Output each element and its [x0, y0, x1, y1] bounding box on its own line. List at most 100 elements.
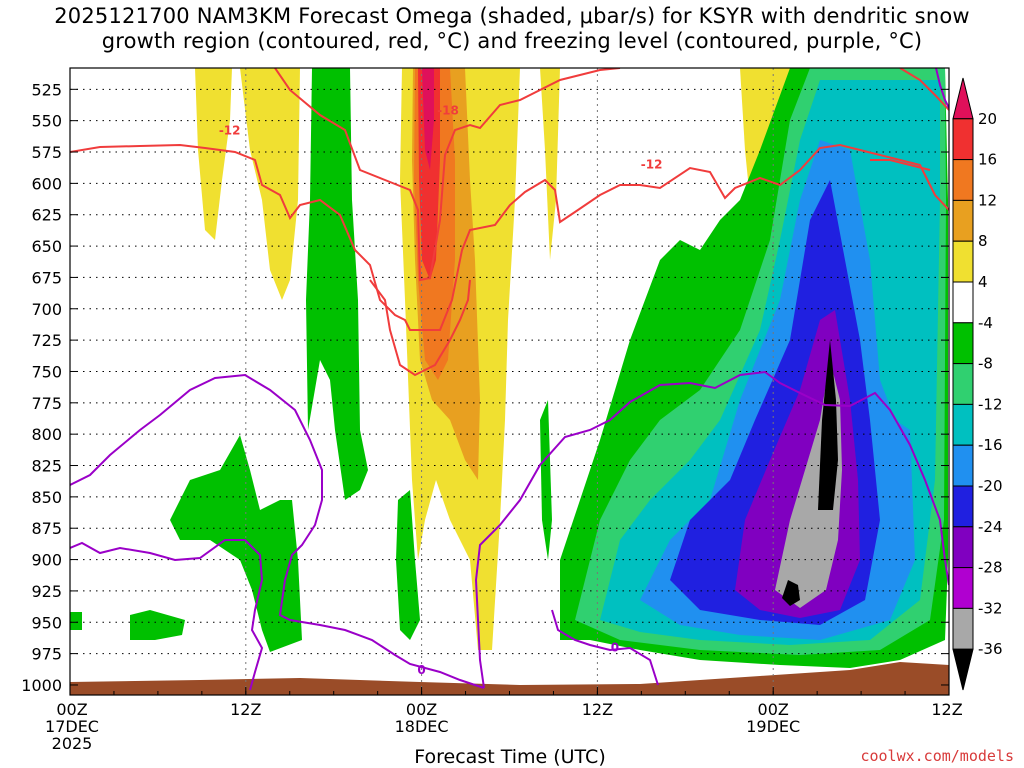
x-tick-label: 00Z	[406, 700, 437, 719]
colorbar-label: -12	[978, 395, 1003, 413]
colorbar-box	[952, 159, 974, 201]
y-tick-label: 650	[31, 237, 62, 256]
colorbar-bottom-triangle	[952, 648, 974, 691]
y-tick-label: 675	[31, 268, 62, 287]
x-tick-label: 12Z	[931, 700, 962, 719]
contour-label: 0	[611, 640, 619, 654]
title-line-1: 2025121700 NAM3KM Forecast Omega (shaded…	[54, 4, 970, 28]
colorbar-box	[952, 567, 974, 609]
plot-frame	[69, 67, 950, 696]
colorbar-label: -4	[978, 314, 993, 332]
colorbar-box	[952, 403, 974, 446]
y-tick-label: 875	[31, 519, 62, 538]
colorbar-label: -20	[978, 477, 1003, 495]
omega-positive-4	[195, 68, 232, 240]
omega-positive-20	[422, 68, 434, 170]
colorbar-label: 4	[978, 273, 988, 291]
terrain	[70, 662, 949, 695]
x-tick-label: 19DEC	[746, 717, 800, 736]
colorbar-box	[952, 607, 974, 650]
contour-labels: -18 -12 -12 0 0	[219, 104, 663, 677]
colorbar-box	[952, 526, 974, 569]
dgz-contour-minus18	[899, 68, 949, 111]
x-tick-label: 12Z	[582, 700, 613, 719]
y-tick-label: 725	[31, 331, 62, 350]
y-tick-label: 750	[31, 362, 62, 381]
y-tick-label: 950	[31, 613, 62, 632]
omega-positive-4	[540, 68, 560, 260]
y-tick-label: 825	[31, 457, 62, 476]
dgz-contour-inner	[870, 159, 931, 171]
omega-negative-36	[818, 340, 838, 510]
freezing-level-contour	[70, 539, 264, 691]
x-tick-label: 00Z	[56, 700, 87, 719]
colorbar-label: 8	[978, 232, 988, 250]
dgz-contour-lower	[369, 279, 471, 377]
title-line-2: growth region (contoured, red, °C) and f…	[101, 29, 923, 53]
dgz-contour-minus12	[70, 143, 949, 331]
y-tick-label: 1000	[21, 676, 62, 695]
omega-negative-36	[782, 580, 800, 606]
y-tick-label: 600	[31, 174, 62, 193]
colorbar-box	[952, 240, 974, 283]
colorbar-label: 12	[978, 191, 997, 209]
omega-negative-4	[130, 610, 185, 640]
omega-positive-4	[240, 68, 300, 300]
x-tick-label: 00Z	[758, 700, 789, 719]
y-tick-label: 700	[31, 300, 62, 319]
colorbar-box	[952, 322, 974, 365]
x-tick-label: 2025	[52, 734, 93, 753]
colorbar-label: -8	[978, 355, 993, 373]
colorbar: 20 16 12 8 4 -4 -8 -12 -16 -20 -24 -28 -32 -36	[952, 77, 1003, 691]
credit: coolwx.com/models	[860, 747, 1014, 765]
colorbar-label: 16	[978, 151, 997, 169]
chart-title: 2025121700 NAM3KM Forecast Omega (shaded…	[0, 4, 1024, 54]
colorbar-label: -24	[978, 518, 1003, 536]
colorbar-label: -16	[978, 436, 1003, 454]
y-tick-label: 775	[31, 394, 62, 413]
omega-negative-4	[396, 490, 420, 640]
colorbar-label: 20	[978, 110, 997, 128]
omega-negative-4	[70, 612, 82, 630]
colorbar-box	[952, 363, 974, 405]
x-axis-label: Forecast Time (UTC)	[414, 746, 605, 768]
contour-lines	[70, 68, 949, 691]
colorbar-label: -32	[978, 599, 1003, 617]
axes: 525 550 575 600 625 650 675 700 725 750 775 800 825 8…	[21, 67, 963, 753]
y-tick-label: 625	[31, 206, 62, 225]
omega-negative-4	[170, 435, 302, 652]
colorbar-label: -28	[978, 559, 1003, 577]
colorbar-box	[952, 485, 974, 528]
colorbar-label: -36	[978, 640, 1003, 658]
contour-label: -12	[641, 158, 663, 172]
x-tick-label: 17DEC	[45, 717, 99, 736]
colorbar-box	[952, 118, 974, 161]
colorbar-box	[952, 444, 974, 487]
colorbar-box	[952, 199, 974, 242]
y-tick-label: 900	[31, 551, 62, 570]
contour-label: -12	[219, 124, 241, 138]
y-tick-label: 525	[31, 80, 62, 99]
y-tick-label: 575	[31, 143, 62, 162]
grid	[70, 68, 949, 695]
contour-label: -18	[437, 104, 459, 118]
y-tick-label: 850	[31, 488, 62, 507]
colorbar-box	[952, 281, 974, 324]
y-tick-label: 975	[31, 645, 62, 664]
omega-shading	[70, 68, 948, 668]
freezing-level-contour	[551, 609, 659, 686]
x-tick-label: 18DEC	[395, 717, 449, 736]
y-tick-label: 925	[31, 582, 62, 601]
freezing-level-contour	[70, 373, 485, 689]
freezing-level-contour	[474, 370, 949, 689]
y-tick-label: 800	[31, 425, 62, 444]
contour-label: 0	[417, 663, 425, 677]
omega-negative-4	[306, 68, 368, 500]
colorbar-top-triangle	[952, 77, 974, 120]
y-tick-label: 550	[31, 112, 62, 131]
omega-negative-4	[540, 400, 552, 560]
dgz-contour-minus18	[274, 68, 621, 282]
x-tick-label: 12Z	[230, 700, 261, 719]
freezing-level-contour	[935, 68, 949, 109]
